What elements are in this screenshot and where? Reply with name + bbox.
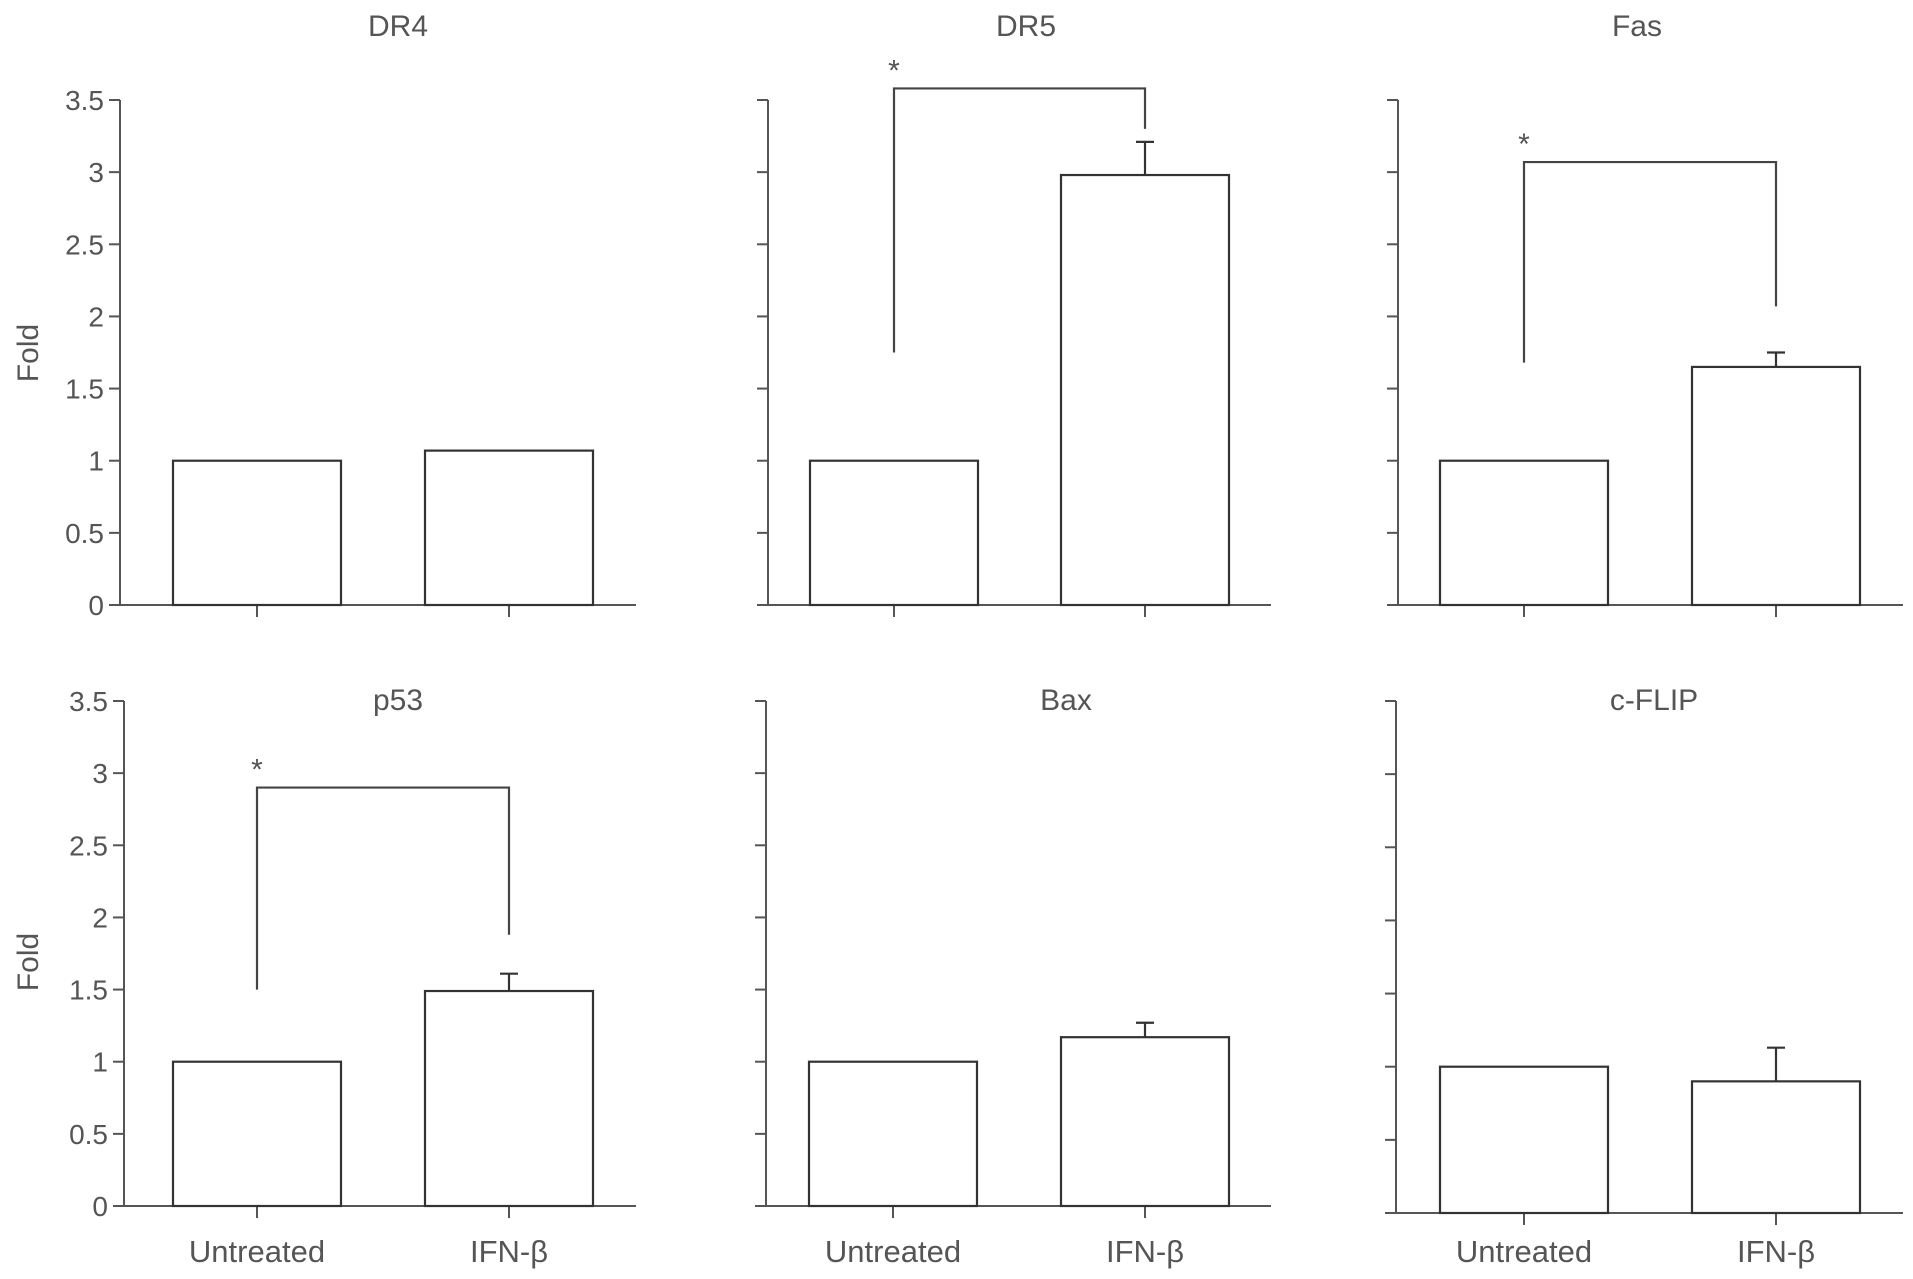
bar-ifn-beta: [423, 449, 595, 607]
x-tick-label: IFN-β: [1737, 1234, 1815, 1269]
bar-untreated: [171, 1060, 343, 1208]
bar-ifn-beta: [423, 989, 595, 1208]
y-tick-label: 0: [88, 590, 104, 621]
significance-bracket: [1522, 160, 1778, 363]
bar-untreated: [1438, 1065, 1610, 1215]
bar-untreated: [171, 459, 343, 607]
y-tick-label: 0.5: [69, 1119, 108, 1150]
y-tick-label: 1: [88, 446, 104, 477]
x-tick-label: IFN-β: [1106, 1234, 1184, 1269]
bar-untreated: [807, 1060, 979, 1208]
y-tick-label: 0: [92, 1191, 108, 1222]
y-tick-label: 3: [92, 758, 108, 789]
bar-ifn-beta: [1059, 1036, 1231, 1208]
y-tick-label: 2.5: [69, 830, 108, 861]
bar-untreated: [1438, 459, 1610, 607]
y-axis-label: Fold: [12, 324, 45, 382]
bar-ifn-beta: [1059, 173, 1231, 607]
panel-p53: 0 0.5 1 1.5 2 2.5 3 3.5 Untreated IFN-β * p53 Fold: [12, 684, 636, 1269]
y-tick-label: 1.5: [69, 975, 108, 1006]
y-tick-label: 2: [92, 902, 108, 933]
y-tick-label: 1.5: [65, 374, 104, 405]
panel-title: p53: [373, 684, 423, 717]
y-tick-label: 1: [92, 1047, 108, 1078]
bar-untreated: [808, 459, 980, 607]
y-tick-label: 3: [88, 157, 104, 188]
panel-title: Fas: [1612, 10, 1662, 43]
x-tick-label: Untreated: [189, 1234, 325, 1269]
panel-dr5: * DR5: [757, 10, 1271, 617]
panel-dr4: 0 0.5 1 1.5 2 2.5 3 3.5 DR4 Fold: [12, 10, 636, 621]
panel-title: DR5: [996, 10, 1056, 43]
panel-title: c-FLIP: [1610, 684, 1698, 717]
significance-bracket: [892, 87, 1147, 353]
panel-bax: Untreated IFN-β Bax: [755, 684, 1271, 1269]
y-tick-label: 2.5: [65, 229, 104, 260]
x-tick-label: Untreated: [1456, 1234, 1592, 1269]
significance-bracket: [255, 786, 511, 990]
significance-star: *: [888, 54, 900, 87]
panel-title: DR4: [368, 10, 428, 43]
y-tick-label: 3.5: [65, 85, 104, 116]
y-tick-label: 0.5: [65, 518, 104, 549]
y-tick-label: 3.5: [69, 686, 108, 717]
x-tick-label: Untreated: [825, 1234, 961, 1269]
panel-title: Bax: [1040, 684, 1092, 717]
panel-c-flip: Untreated IFN-β c-FLIP: [1385, 684, 1903, 1269]
y-axis-label: Fold: [12, 933, 45, 991]
bar-ifn-beta: [1690, 365, 1862, 607]
y-tick-label: 2: [88, 301, 104, 332]
significance-star: *: [251, 754, 263, 787]
panel-fas: * Fas: [1387, 10, 1903, 617]
bar-ifn-beta: [1690, 1080, 1862, 1215]
x-tick-label: IFN-β: [470, 1234, 548, 1269]
significance-star: *: [1518, 128, 1530, 161]
